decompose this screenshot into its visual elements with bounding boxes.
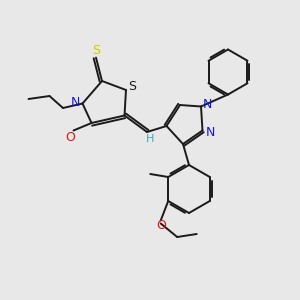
Text: N: N	[71, 95, 81, 109]
Text: S: S	[92, 44, 100, 57]
Text: H: H	[146, 134, 154, 145]
Text: N: N	[205, 126, 215, 140]
Text: S: S	[129, 80, 136, 94]
Text: O: O	[156, 219, 166, 232]
Text: O: O	[66, 130, 75, 144]
Text: N: N	[203, 98, 212, 111]
